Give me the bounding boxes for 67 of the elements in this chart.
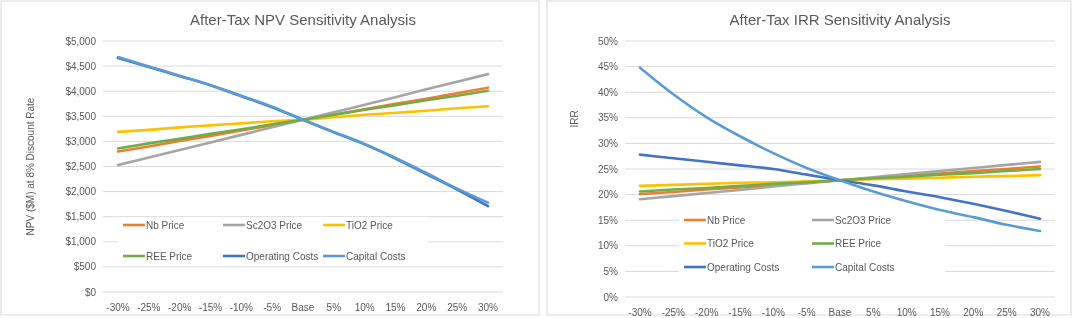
x-tick-label: 30%: [477, 301, 499, 313]
x-tick-label: -30%: [106, 301, 130, 313]
legend-label: TiO2 Price: [346, 219, 394, 231]
x-tick-label: -5%: [263, 301, 282, 313]
y-tick-label: $3,500: [65, 110, 97, 122]
y-tick-label: $4,500: [65, 60, 97, 72]
legend-label: Capital Costs: [835, 261, 895, 273]
y-tick-label: $2,000: [65, 186, 97, 198]
x-tick-label: 20%: [416, 301, 437, 313]
x-tick-label: 25%: [996, 306, 1017, 318]
x-tick-label: 15%: [929, 306, 951, 318]
x-tick-label: -25%: [661, 306, 686, 318]
y-tick-label: 10%: [597, 240, 619, 252]
x-tick-label: 5%: [326, 301, 342, 313]
y-tick-label: $1,000: [65, 236, 97, 248]
x-tick-label: -15%: [198, 301, 223, 313]
x-tick-label: 5%: [866, 306, 881, 318]
y-tick-label: 40%: [597, 86, 619, 98]
x-tick-label: 20%: [963, 306, 984, 318]
y-tick-label: $1,500: [65, 211, 97, 223]
x-tick-label: -5%: [797, 306, 816, 318]
x-tick-label: -10%: [761, 306, 786, 318]
x-tick-label: -20%: [167, 301, 192, 313]
y-tick-label: $0: [84, 286, 97, 298]
legend-label: TiO2 Price: [707, 238, 755, 249]
x-tick-label: 10%: [896, 306, 917, 318]
line-series: [116, 72, 490, 167]
y-tick-label: 0%: [603, 291, 619, 303]
legend-label: REE Price: [835, 238, 882, 249]
legend-label: Sc2O3 Price: [835, 214, 892, 226]
y-tick-label: $500: [73, 261, 97, 273]
x-tick-label: 10%: [354, 301, 375, 313]
x-tick-label: 25%: [447, 301, 468, 313]
x-tick-label: -25%: [137, 301, 161, 313]
y-tick-label: 30%: [597, 137, 619, 149]
y-tick-label: 50%: [597, 35, 619, 47]
y-tick-label: 5%: [603, 265, 619, 277]
legend-label: Operating Costs: [707, 261, 780, 273]
x-tick-label: -10%: [229, 301, 254, 313]
y-tick-label: $2,500: [65, 161, 97, 172]
x-tick-label: Base: [291, 301, 315, 313]
x-tick-label: -20%: [694, 306, 719, 318]
legend-label: Sc2O3 Price: [246, 219, 303, 231]
y-tick-label: 45%: [597, 61, 619, 73]
legend-label: Nb Price: [707, 214, 746, 226]
legend-label: Nb Price: [146, 219, 185, 231]
y-tick-label: 25%: [597, 163, 619, 175]
x-tick-label: -15%: [728, 306, 752, 318]
legend-label: REE Price: [146, 250, 193, 262]
line-series: [116, 104, 490, 134]
y-axis-title: IRR: [569, 110, 580, 128]
x-tick-label: 30%: [1029, 306, 1051, 318]
x-tick-label: -30%: [628, 306, 652, 318]
x-tick-label: 15%: [385, 301, 406, 313]
y-tick-label: 15%: [597, 214, 619, 226]
y-axis-title: NPV ($M) at 8% Discount Rate: [25, 97, 36, 236]
legend-label: Operating Costs: [246, 250, 319, 262]
y-tick-label: 35%: [597, 112, 619, 124]
line-series: [638, 66, 1042, 233]
y-tick-label: $4,000: [65, 85, 97, 97]
chart-title: After-Tax NPV Sensitivity Analysis: [190, 11, 416, 28]
y-tick-label: 20%: [597, 189, 619, 201]
chart-title: After-Tax IRR Sensitivity Analysis: [729, 11, 951, 28]
y-tick-label: $5,000: [65, 35, 97, 47]
x-tick-label: Base: [828, 306, 852, 318]
y-tick-label: $3,000: [65, 135, 97, 147]
legend-label: Capital Costs: [346, 250, 406, 262]
